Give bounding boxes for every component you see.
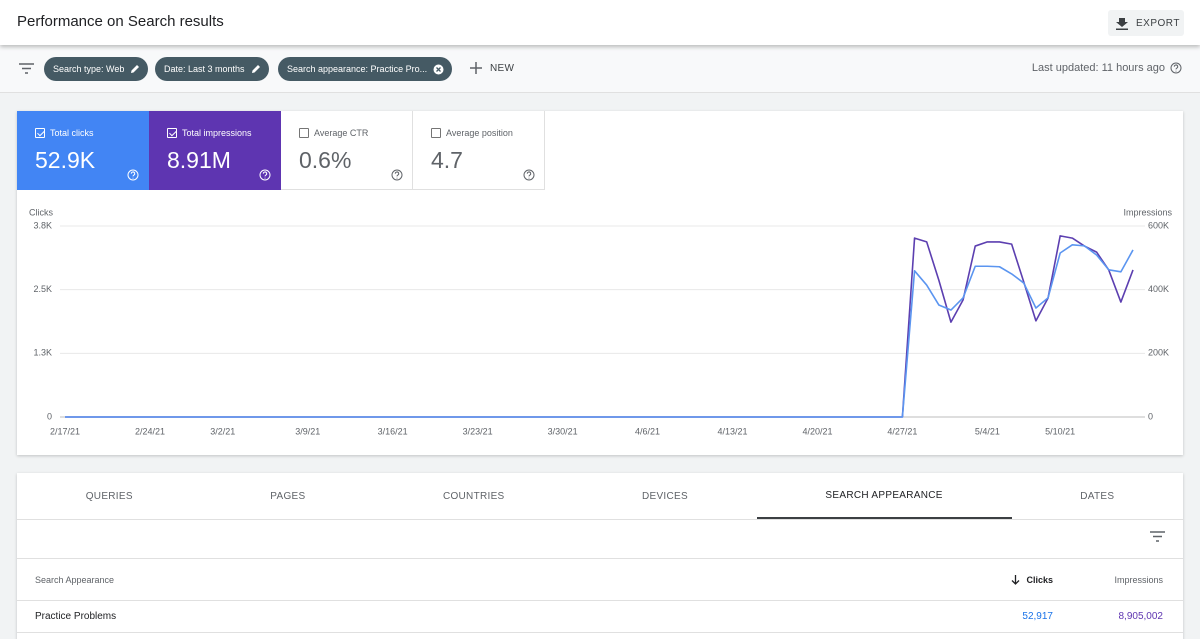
filter-chip[interactable]: Search appearance: Practice Pro... [278,57,453,81]
page-title: Performance on Search results [17,13,224,30]
x-tick-label: 3/30/21 [548,426,578,436]
x-tick-label: 5/10/21 [1045,426,1075,436]
tab[interactable]: COUNTRIES [442,490,505,502]
last-updated-text: Last updated: 11 hours ago [1031,62,1165,74]
filter-icon[interactable] [19,63,34,74]
metric-label: Average position [446,128,513,138]
checkbox[interactable] [431,128,441,138]
metric-header: Average CTR [299,128,368,138]
y2-tick-label: 200K [1148,348,1169,358]
column-header[interactable]: Impressions [1114,574,1163,585]
metric-label: Average CTR [314,128,369,138]
y-tick-label: 1.3K [33,348,52,358]
help-icon[interactable] [391,169,403,181]
export-label: EXPORT [1136,17,1180,29]
metric-tile[interactable]: Average position 4.7 [413,111,545,190]
y2-tick-label: 400K [1148,284,1169,294]
remove-icon[interactable] [433,64,444,75]
metric-header: Total impressions [167,128,252,138]
tab[interactable]: QUERIES [85,490,133,502]
x-tick-label: 4/20/21 [802,426,832,436]
export-button[interactable]: EXPORT [1108,10,1184,36]
filter-chip[interactable]: Date: Last 3 months [155,57,269,81]
x-tick-label: 4/6/21 [635,426,660,436]
metric-tile[interactable]: Total clicks 52.9K [17,111,149,190]
metric-tile[interactable]: Average CTR 0.6% [281,111,413,190]
series-line [65,244,1134,418]
metric-header: Total clicks [35,128,94,138]
x-tick-label: 3/23/21 [463,426,493,436]
x-tick-label: 3/2/21 [210,426,235,436]
column-header-label: Clicks [1026,574,1053,585]
y2-axis-title: Impressions [1123,207,1172,217]
checkbox[interactable] [35,128,45,138]
column-header[interactable]: Search Appearance [35,574,115,585]
tab[interactable]: DATES [1080,490,1115,502]
table-filter-icon[interactable] [1150,531,1165,542]
checkbox[interactable] [167,128,177,138]
x-tick-label: 4/27/21 [887,426,917,436]
y2-tick-label: 600K [1148,220,1169,230]
edit-icon [131,65,140,73]
table-header: Search Appearance Clicks Impressions [17,558,1183,600]
x-tick-label: 3/9/21 [295,426,320,436]
row-label: Practice Problems [35,611,117,622]
x-tick-label: 2/24/21 [135,426,165,436]
chart: Clicks Impressions 0 1.3K 2.5K 3.8K 0 200K 400K 6… [29,207,1173,436]
clicks-cell: 52,917 [1022,611,1053,622]
table-card: QUERIES PAGES COUNTRIES DEVICES SEARCH APPEA… [17,473,1183,639]
edit-icon [251,65,260,73]
plus-icon [470,62,482,74]
filter-chip[interactable]: Search type: Web [44,57,149,81]
top-bar: Performance on Search results EXPORT [0,0,1200,45]
tab[interactable]: DEVICES [641,490,688,502]
table-row[interactable]: Practice Problems 52,917 8,905,002 [17,600,1183,633]
tab[interactable]: SEARCH APPEARANCE [756,473,1012,519]
metric-value: 0.6% [299,147,352,173]
chip-label: Search type: Web [53,64,125,74]
y-axis-title: Clicks [29,207,53,217]
y-tick-label: 2.5K [33,284,52,294]
metric-value: 4.7 [431,147,463,173]
help-icon[interactable] [1170,62,1182,74]
x-tick-label: 4/13/21 [717,426,747,436]
new-filter-button[interactable]: NEW [470,62,514,74]
series-line [65,235,1134,418]
metric-label: Total clicks [50,128,94,138]
checkbox[interactable] [299,128,309,138]
metric-value: 52.9K [35,147,96,173]
metric-tile[interactable]: Total impressions 8.91M [149,111,281,190]
tab-bar: QUERIES PAGES COUNTRIES DEVICES SEARCH APPEA… [17,473,1183,520]
performance-card: Total clicks 52.9K Total impressions 8.9… [17,111,1183,455]
metric-value: 8.91M [167,147,231,173]
y2-tick-label: 0 [1148,411,1153,421]
chip-label: Date: Last 3 months [164,64,245,74]
y-tick-label: 0 [47,411,52,421]
tab[interactable]: PAGES [270,490,306,502]
help-icon[interactable] [523,169,535,181]
column-header-sorted[interactable]: Clicks [1011,559,1053,600]
x-tick-label: 2/17/21 [50,426,80,436]
help-icon[interactable] [259,169,271,181]
metric-label: Total impressions [182,128,252,138]
filter-bar: Search type: Web Date: Last 3 months Sea… [0,45,1200,93]
metric-header: Average position [431,128,513,138]
y-tick-label: 3.8K [33,220,52,230]
help-icon[interactable] [127,169,139,181]
sort-arrow [1012,574,1020,585]
last-updated: Last updated: 11 hours ago [1032,62,1182,74]
x-tick-label: 3/16/21 [378,426,408,436]
chip-label: Search appearance: Practice Pro... [287,64,428,74]
download-icon [1116,17,1128,30]
x-tick-label: 5/4/21 [975,426,1000,436]
new-label: NEW [490,62,515,74]
impressions-cell: 8,905,002 [1118,611,1164,622]
